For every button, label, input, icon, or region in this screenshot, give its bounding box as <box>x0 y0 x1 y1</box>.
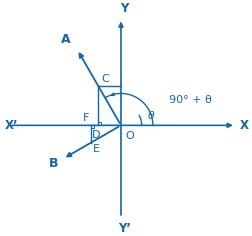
Text: C: C <box>101 74 109 84</box>
Text: X: X <box>240 119 249 132</box>
Bar <box>91 125 94 128</box>
Text: X’: X’ <box>5 119 18 132</box>
Text: E: E <box>92 144 100 154</box>
Text: Y: Y <box>120 1 128 15</box>
Text: θ: θ <box>148 111 155 121</box>
Text: B: B <box>49 157 58 170</box>
Text: 90° + θ: 90° + θ <box>169 95 212 105</box>
Text: A: A <box>61 33 71 46</box>
Bar <box>98 122 101 125</box>
Text: F: F <box>83 113 89 123</box>
Text: Y’: Y’ <box>118 222 131 235</box>
Text: O: O <box>125 131 134 141</box>
Text: D: D <box>92 130 101 140</box>
